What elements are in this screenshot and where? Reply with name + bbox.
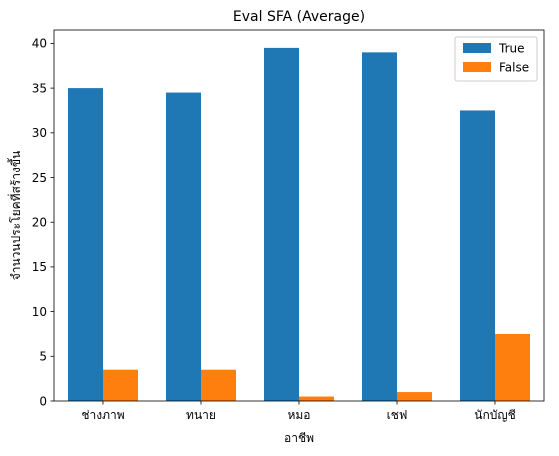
bar-false-2	[299, 396, 334, 401]
y-axis-label: จำนวนประโยคที่สร้างขึ้น	[7, 151, 23, 281]
legend-swatch-true	[463, 43, 491, 53]
bar-true-3	[362, 52, 397, 401]
legend: True False	[454, 36, 538, 82]
bar-true-1	[166, 92, 201, 402]
x-tick-label: นักบัญชี	[474, 408, 515, 422]
chart-title: Eval SFA (Average)	[233, 9, 365, 25]
bar-true-0	[68, 88, 103, 402]
x-tick-label: ทนาย	[186, 408, 216, 422]
y-tick-label: 10	[32, 305, 47, 319]
bar-false-0	[103, 369, 138, 401]
y-tick-label: 35	[32, 81, 47, 95]
legend-label-true: True	[498, 42, 525, 56]
bar-false-1	[201, 369, 236, 401]
axes-group: 0 5 10 15 20 25 30 35 40 ช่างภาพ ทนาย หมอ เชฟ นักบัญช…	[32, 29, 545, 422]
x-tick-label: ช่างภาพ	[81, 408, 124, 422]
y-tick-label: 40	[32, 37, 47, 51]
y-tick-label: 0	[39, 394, 47, 408]
y-tick-label: 25	[32, 171, 47, 185]
bar-false-3	[397, 392, 432, 401]
y-tick-label: 30	[32, 126, 47, 140]
bars-group	[68, 47, 530, 402]
y-tick-label: 20	[32, 216, 47, 230]
x-tick-label: หมอ	[287, 408, 310, 422]
y-tick-label: 15	[32, 260, 47, 274]
bar-true-4	[460, 110, 495, 402]
legend-swatch-false	[463, 62, 491, 72]
y-tick-label: 5	[39, 350, 47, 364]
x-tick-label: เชฟ	[387, 408, 408, 422]
bar-false-4	[495, 333, 530, 401]
x-axis-label: อาชีพ	[284, 431, 314, 445]
legend-label-false: False	[499, 61, 529, 75]
bar-true-2	[264, 47, 299, 401]
